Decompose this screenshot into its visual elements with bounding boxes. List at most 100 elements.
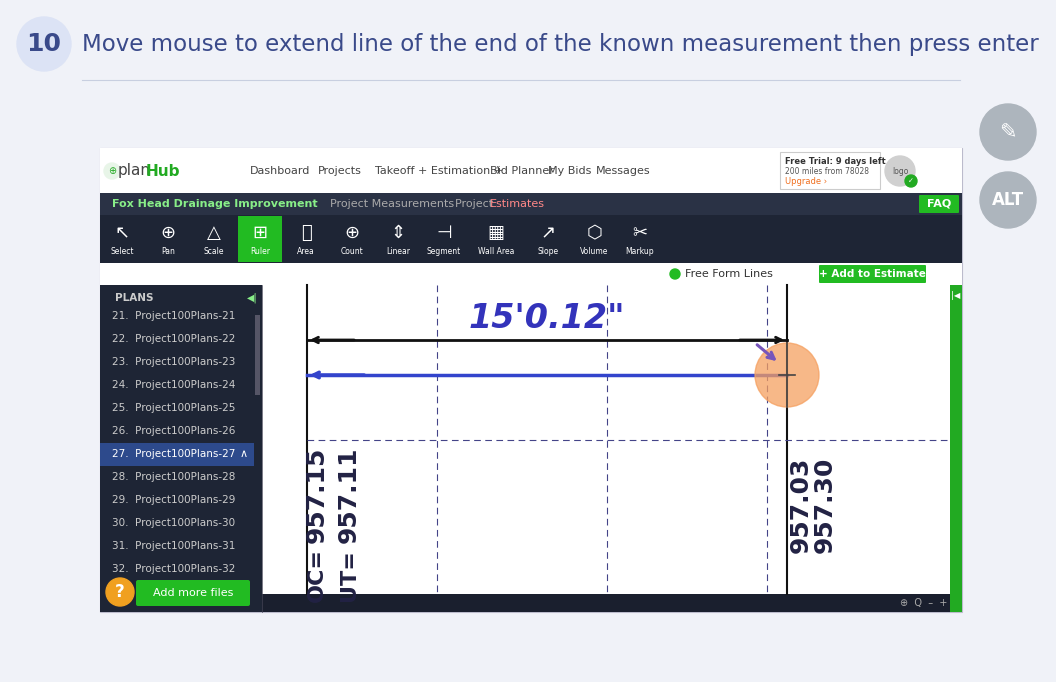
- Circle shape: [980, 104, 1036, 160]
- Text: Slope: Slope: [538, 246, 559, 256]
- Text: 26.  Project100Plans-26: 26. Project100Plans-26: [112, 426, 235, 436]
- Text: Dashboard: Dashboard: [250, 166, 310, 176]
- Text: Hub: Hub: [146, 164, 181, 179]
- Circle shape: [885, 156, 914, 186]
- Text: 200 miles from 78028: 200 miles from 78028: [785, 166, 869, 175]
- Circle shape: [106, 578, 134, 606]
- Text: Area: Area: [297, 246, 315, 256]
- Bar: [262, 594, 950, 612]
- FancyBboxPatch shape: [919, 195, 959, 213]
- Text: ⊞: ⊞: [252, 224, 267, 242]
- Text: ⊕: ⊕: [344, 224, 359, 242]
- Text: ?: ?: [115, 583, 125, 601]
- Text: 29.  Project100Plans-29: 29. Project100Plans-29: [112, 495, 235, 505]
- Text: Move mouse to extend line of the end of the known measurement then press enter: Move mouse to extend line of the end of …: [82, 33, 1039, 55]
- Text: 23.  Project100Plans-23: 23. Project100Plans-23: [112, 357, 235, 367]
- Bar: [100, 443, 254, 466]
- Text: 31.  Project100Plans-31: 31. Project100Plans-31: [112, 541, 235, 551]
- Text: FAQ: FAQ: [927, 199, 951, 209]
- Text: 25.  Project100Plans-25: 25. Project100Plans-25: [112, 403, 235, 413]
- Text: Wall Area: Wall Area: [477, 246, 514, 256]
- Text: ↖: ↖: [114, 224, 130, 242]
- Text: Pan: Pan: [162, 246, 175, 256]
- Text: Project Measurements: Project Measurements: [329, 199, 454, 209]
- Text: logo: logo: [892, 166, 908, 175]
- Text: ⊕: ⊕: [161, 224, 175, 242]
- Text: ⬡: ⬡: [586, 224, 602, 242]
- Text: 22.  Project100Plans-22: 22. Project100Plans-22: [112, 334, 235, 344]
- Text: Markup: Markup: [626, 246, 655, 256]
- Bar: [100, 285, 262, 612]
- Text: Estimates: Estimates: [490, 199, 545, 209]
- Text: 21.  Project100Plans-21: 21. Project100Plans-21: [112, 311, 235, 321]
- Circle shape: [905, 175, 917, 187]
- Text: 957.15: 957.15: [305, 447, 329, 543]
- Text: OC=: OC=: [307, 548, 327, 602]
- Text: ✓: ✓: [908, 178, 913, 184]
- Text: Volume: Volume: [580, 246, 608, 256]
- Text: + Add to Estimate: + Add to Estimate: [818, 269, 925, 279]
- Text: Project: Project: [455, 199, 496, 209]
- Text: Segment: Segment: [427, 246, 461, 256]
- FancyBboxPatch shape: [780, 152, 880, 189]
- Text: ▦: ▦: [488, 224, 505, 242]
- Bar: [100, 263, 962, 285]
- Text: ◀|: ◀|: [247, 293, 258, 303]
- Bar: [100, 193, 962, 215]
- Text: Free Trial: 9 days left: Free Trial: 9 days left: [785, 156, 886, 166]
- Text: 957.11: 957.11: [337, 447, 361, 544]
- Text: ↗: ↗: [541, 224, 555, 242]
- Text: ∧: ∧: [240, 449, 248, 459]
- FancyBboxPatch shape: [819, 265, 926, 283]
- Text: Upgrade ›: Upgrade ›: [785, 177, 827, 186]
- Text: 32.  Project100Plans-32: 32. Project100Plans-32: [112, 564, 235, 574]
- Text: ✂: ✂: [633, 224, 647, 242]
- Text: Count: Count: [341, 246, 363, 256]
- Text: Bid Planner: Bid Planner: [490, 166, 554, 176]
- Text: My Bids: My Bids: [548, 166, 591, 176]
- Text: Scale: Scale: [204, 246, 224, 256]
- Text: UT=: UT=: [339, 549, 359, 601]
- Text: 27.  Project100Plans-27: 27. Project100Plans-27: [112, 449, 235, 459]
- Text: ⊣: ⊣: [436, 224, 452, 242]
- Text: Messages: Messages: [596, 166, 650, 176]
- Bar: [100, 148, 962, 193]
- Text: 28.  Project100Plans-28: 28. Project100Plans-28: [112, 472, 235, 482]
- Bar: [262, 285, 950, 594]
- Text: plan: plan: [118, 164, 151, 179]
- Circle shape: [755, 343, 819, 407]
- Text: 10: 10: [26, 32, 61, 56]
- Text: PLANS: PLANS: [115, 293, 153, 303]
- Bar: [950, 285, 962, 612]
- Text: ⊕: ⊕: [108, 166, 116, 176]
- Text: ⬜: ⬜: [301, 224, 312, 242]
- FancyBboxPatch shape: [136, 580, 250, 606]
- Text: 957.30: 957.30: [813, 457, 837, 553]
- Circle shape: [670, 269, 680, 279]
- Text: 24.  Project100Plans-24: 24. Project100Plans-24: [112, 380, 235, 390]
- Circle shape: [103, 163, 120, 179]
- Text: Projects: Projects: [318, 166, 362, 176]
- Text: Linear: Linear: [386, 246, 410, 256]
- Text: ⊕  Q  –  +: ⊕ Q – +: [900, 598, 947, 608]
- Text: ALT: ALT: [992, 191, 1024, 209]
- Text: △: △: [207, 224, 221, 242]
- Bar: [100, 148, 962, 612]
- Text: 15'0.12": 15'0.12": [469, 301, 625, 334]
- Text: Fox Head Drainage Improvement: Fox Head Drainage Improvement: [112, 199, 318, 209]
- Bar: [238, 216, 282, 262]
- Bar: [254, 315, 260, 395]
- Text: Add more files: Add more files: [153, 588, 233, 598]
- Text: ✎: ✎: [999, 122, 1017, 142]
- Text: 30.  Project100Plans-30: 30. Project100Plans-30: [112, 518, 235, 528]
- Text: Free Form Lines: Free Form Lines: [685, 269, 773, 279]
- Text: Ruler: Ruler: [250, 246, 270, 256]
- Text: Takeoff + Estimation ✈: Takeoff + Estimation ✈: [375, 166, 503, 176]
- Text: ⇕: ⇕: [391, 224, 406, 242]
- Circle shape: [17, 17, 71, 71]
- Bar: [100, 215, 962, 263]
- Text: Select: Select: [110, 246, 134, 256]
- Text: 957.03: 957.03: [789, 457, 813, 553]
- Text: |◀: |◀: [951, 291, 961, 299]
- Circle shape: [980, 172, 1036, 228]
